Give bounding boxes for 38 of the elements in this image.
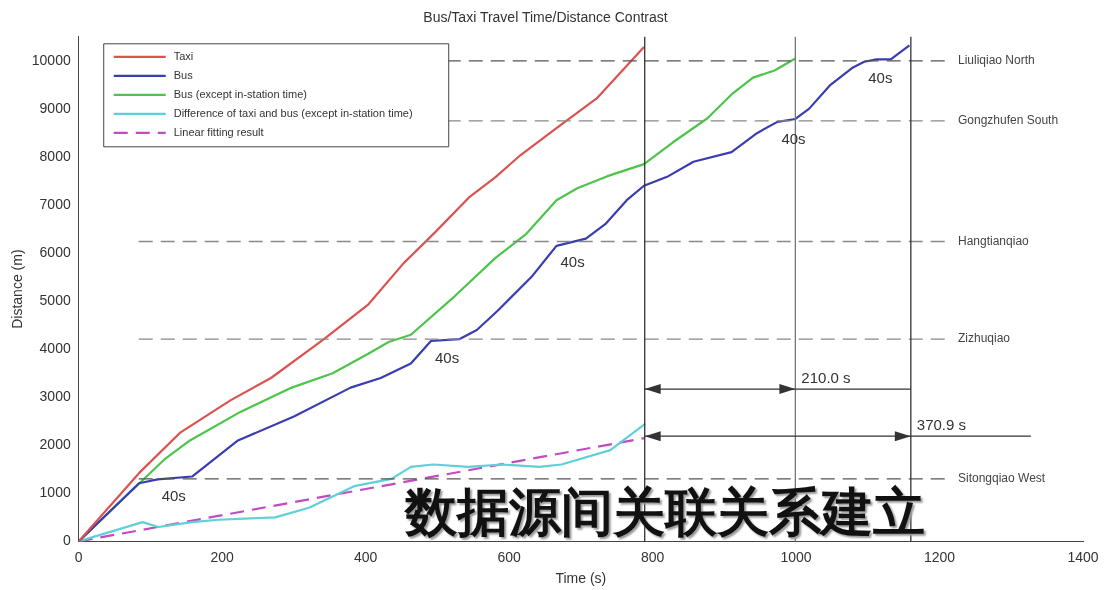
legend-label: Bus — [173, 68, 194, 81]
y-axis-title: Distance (m) — [9, 249, 26, 329]
y-tick-label: 2000 — [39, 436, 71, 453]
x-tick-label: 200 — [210, 548, 235, 565]
x-tick-label: 1200 — [923, 548, 956, 565]
y-tick-label: 6000 — [39, 243, 71, 260]
x-tick-label: 0 — [74, 548, 83, 565]
ref-line-label: Liuliqiao North — [958, 53, 1035, 68]
ref-line-label: Gongzhufen South — [958, 113, 1059, 128]
y-tick-label: 8000 — [39, 147, 71, 164]
annotation: 40s — [868, 69, 893, 87]
ref-line-label: Zizhuqiao — [958, 331, 1011, 346]
x-tick-label: 1000 — [780, 548, 812, 565]
legend-label: Linear fitting result — [173, 125, 264, 138]
y-tick-label: 10000 — [31, 51, 71, 68]
y-tick-label: 3000 — [39, 388, 71, 405]
ref-line-label: Hangtianqiao — [958, 233, 1030, 248]
annotation: 370.9 s — [916, 415, 967, 433]
legend-label: Difference of taxi and bus (except in-station time) — [173, 106, 413, 119]
y-tick-label: 9000 — [39, 99, 71, 116]
x-tick-label: 400 — [353, 548, 378, 565]
legend-label: Bus (except in-station time) — [173, 87, 308, 100]
x-axis-title: Time (s) — [555, 570, 607, 587]
x-tick-label: 600 — [497, 548, 522, 565]
annotation: 40s — [434, 348, 460, 366]
y-tick-label: 7000 — [39, 195, 71, 212]
x-tick-label: 1400 — [1067, 548, 1099, 565]
y-tick-label: 4000 — [39, 340, 71, 357]
legend-label: Taxi — [173, 49, 194, 62]
y-tick-label: 5000 — [39, 291, 71, 308]
annotation: 210.0 s — [801, 368, 851, 386]
annotation: 40s — [161, 487, 186, 505]
chart-title: Bus/Taxi Travel Time/Distance Contrast — [423, 9, 668, 26]
ref-line-label: Sitongqiao West — [958, 471, 1046, 486]
y-tick-label: 0 — [62, 532, 71, 549]
annotation: 40s — [560, 253, 585, 271]
x-tick-label: 800 — [640, 548, 665, 565]
y-tick-label: 1000 — [39, 484, 71, 501]
